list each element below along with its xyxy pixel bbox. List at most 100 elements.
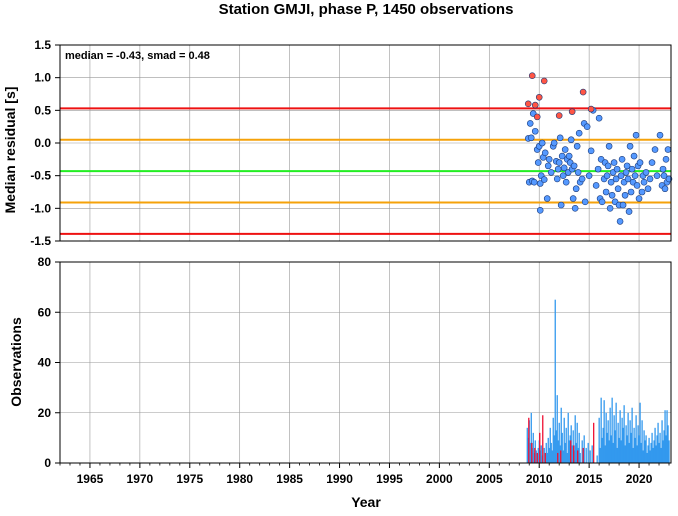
observation-bar [617, 422, 619, 463]
residual-point [635, 195, 643, 202]
x-tick-label: 2020 [626, 472, 653, 486]
observation-bar [637, 425, 639, 463]
observation-bar [526, 427, 528, 463]
residual-point [574, 169, 582, 176]
observation-bar [634, 437, 636, 463]
observation-bar [534, 447, 536, 463]
y-tick-label: 1.0 [34, 71, 51, 85]
observation-bar [561, 432, 563, 463]
observation-bar [605, 412, 607, 463]
observation-bar [653, 440, 655, 463]
residual-point [651, 146, 659, 153]
observation-bar [578, 432, 580, 463]
residual-point [558, 152, 566, 160]
residual-point [604, 162, 612, 170]
residual-point [664, 146, 672, 153]
observation-bar [548, 447, 550, 463]
residual-point [534, 159, 542, 166]
y-tick-label: 1.5 [34, 38, 51, 52]
residual-point [540, 176, 548, 183]
observation-bar [593, 422, 595, 463]
observation-bar [575, 442, 577, 463]
x-tick-label: 1975 [176, 472, 203, 486]
observation-bar [657, 422, 659, 463]
residual-point [524, 100, 532, 108]
residual-point [530, 178, 538, 186]
observation-bar [661, 420, 663, 463]
observation-bar [629, 420, 631, 463]
residual-point [585, 172, 593, 179]
residual-point [571, 205, 579, 212]
residual-point [619, 201, 627, 209]
observation-bar [630, 432, 632, 463]
observation-bar [589, 450, 591, 463]
observation-bar [528, 417, 530, 463]
residual-point [579, 88, 587, 96]
observation-bar [643, 430, 645, 463]
observation-bar [583, 435, 585, 463]
observation-bar [604, 445, 606, 463]
residual-point [617, 172, 625, 179]
x-tick-label: 2005 [476, 472, 503, 486]
observation-bar [531, 442, 533, 463]
residual-point [592, 182, 600, 189]
observation-bar [530, 412, 532, 463]
y-tick-label: -1.0 [30, 201, 51, 215]
observation-bar [564, 442, 566, 463]
residual-point [610, 159, 618, 166]
observation-bar [654, 427, 656, 463]
observation-bar [652, 447, 654, 463]
residual-point [533, 113, 541, 121]
observation-bar [574, 415, 576, 463]
observation-bar [638, 435, 640, 463]
observation-bar [668, 440, 670, 463]
observation-bar [577, 450, 579, 463]
residual-point [538, 139, 546, 147]
residual-point [625, 208, 633, 215]
residual-y-ticks: -1.5 -1.0 -0.5 0.0 0.5 1.0 1.5 [30, 38, 60, 248]
y-tick-label: -0.5 [30, 169, 51, 183]
residual-point [544, 162, 552, 170]
x-tick-label: 1970 [127, 472, 154, 486]
residual-point [545, 156, 553, 163]
observation-bars [526, 299, 670, 463]
observation-bar [615, 402, 617, 463]
residual-point [561, 146, 569, 153]
observation-bar [535, 450, 537, 463]
residual-point [562, 178, 570, 186]
observation-bar [644, 440, 646, 463]
residual-point [528, 72, 536, 80]
observation-bar [591, 445, 593, 463]
residual-point [661, 185, 669, 193]
residual-point [527, 134, 535, 142]
observation-bar [660, 447, 662, 463]
observation-bar [568, 440, 570, 463]
residual-point [618, 156, 626, 163]
residual-point [595, 114, 603, 122]
residual-point [636, 159, 644, 166]
y-tick-label: -1.5 [30, 234, 51, 248]
residual-point [556, 134, 564, 142]
residual-point [536, 180, 544, 187]
residual-point [659, 165, 667, 173]
observation-bar [596, 455, 598, 463]
observation-bar [636, 445, 638, 463]
observation-bar [641, 420, 643, 463]
residual-point [572, 185, 580, 193]
y-tick-label: 60 [38, 305, 52, 319]
residual-point [536, 206, 544, 214]
residual-point [526, 120, 534, 127]
observation-bar [645, 435, 647, 463]
observation-bar [598, 417, 600, 463]
observation-bar [608, 440, 610, 463]
residual-point [587, 105, 595, 113]
residual-point [624, 175, 632, 183]
residual-point [633, 182, 641, 189]
observation-bar [628, 442, 630, 463]
observation-bar [635, 415, 637, 463]
observation-bar [557, 440, 559, 463]
residual-point [642, 169, 650, 176]
x-tick-label: 1995 [376, 472, 403, 486]
observations-y-axis-title: Observations [8, 317, 24, 407]
